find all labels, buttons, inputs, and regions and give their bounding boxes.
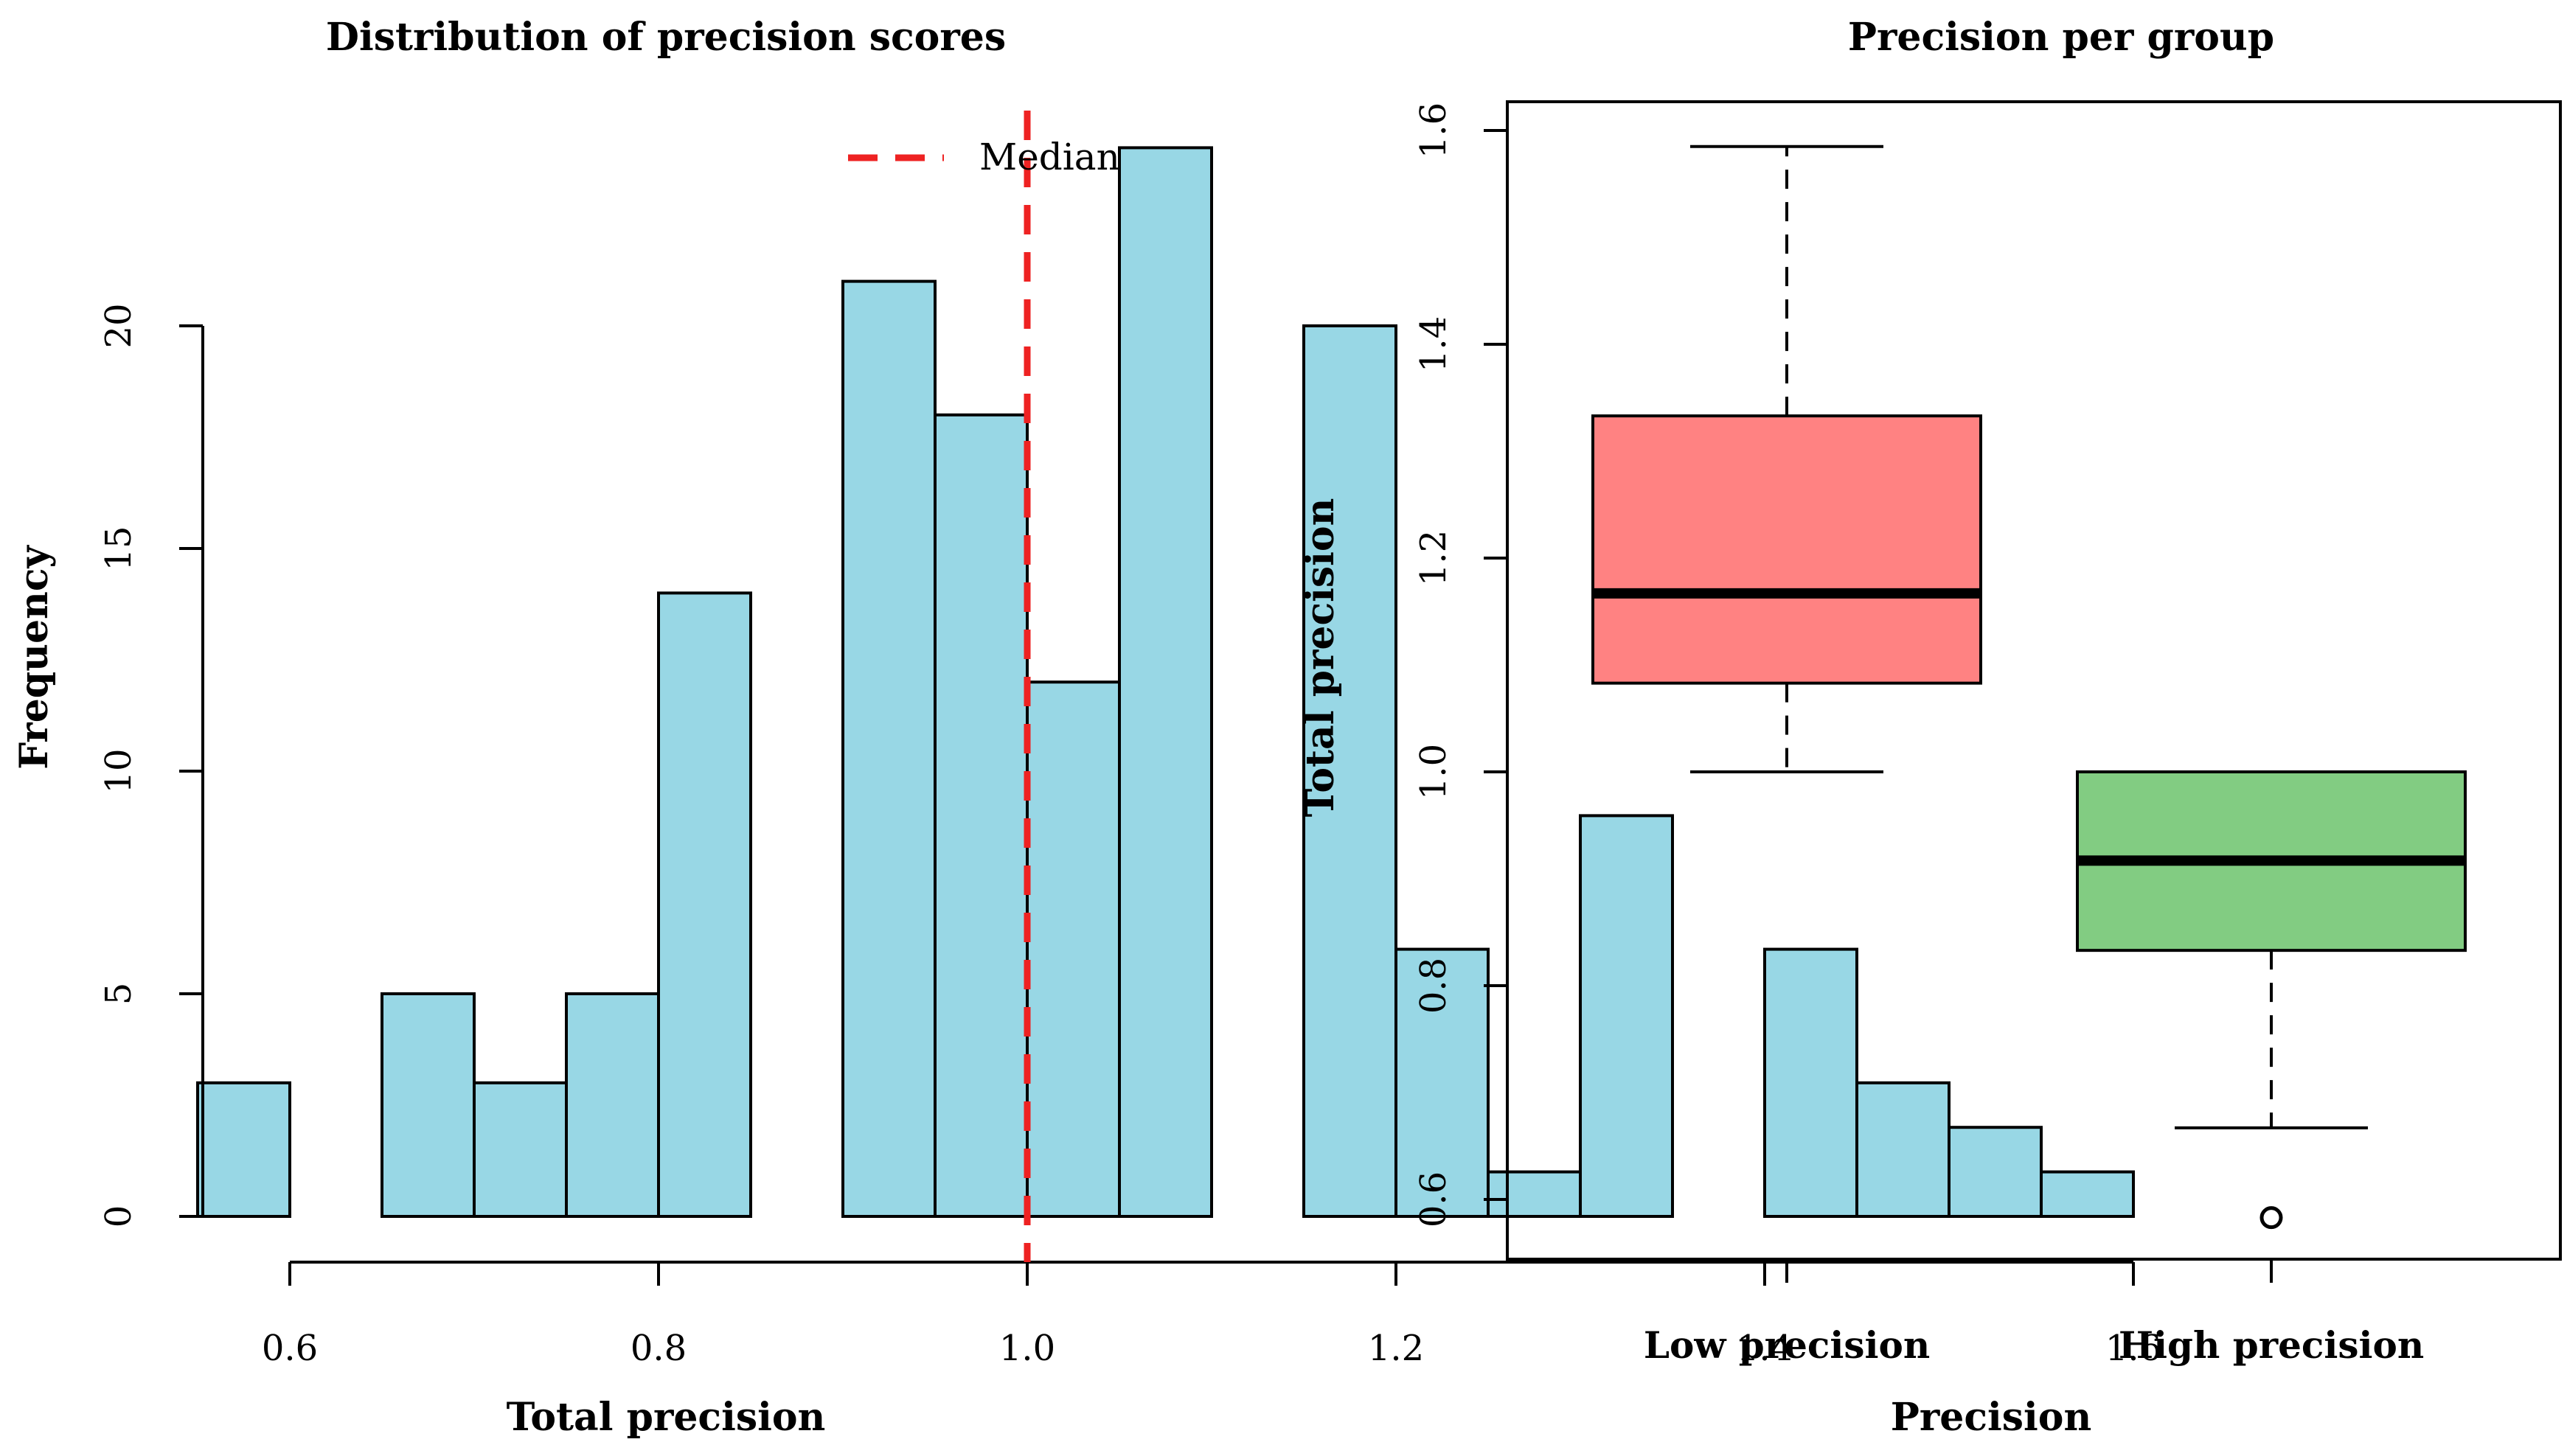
histogram-y-tick-label: 0 <box>98 1205 139 1228</box>
histogram-y-tick-label: 20 <box>98 303 139 348</box>
boxplot-y-tick-label: 1.4 <box>1413 316 1454 372</box>
histogram-title: Distribution of precision scores <box>326 15 1006 60</box>
histogram-bars <box>196 146 2135 1219</box>
histogram-panel: Distribution of precision scores 0 5 10 15 2… <box>12 15 2161 1440</box>
histogram-y-tick-label: 15 <box>98 526 139 571</box>
histogram-bar <box>1394 947 1490 1218</box>
histogram-x-axis: 0.6 0.8 1.0 1.2 1.4 1.6 <box>262 1261 2161 1369</box>
histogram-x-tick-label: 1.6 <box>2105 1328 2161 1369</box>
histogram-bar <box>1948 1126 2043 1218</box>
histogram-bar <box>1026 680 1121 1218</box>
boxplot-frame <box>1506 100 2562 1261</box>
histogram-y-label: Frequency <box>12 545 57 770</box>
histogram-bar <box>473 1081 568 1219</box>
boxplot-category-label: Low precision <box>1644 1323 1930 1367</box>
histogram-bar <box>196 1081 291 1219</box>
boxplot-box <box>1591 414 1982 685</box>
histogram-x-tick-label: 1.2 <box>1368 1328 1424 1369</box>
boxplot-y-label: Total precision <box>1298 498 1343 818</box>
histogram-bar <box>657 591 752 1218</box>
histogram-bar <box>934 413 1029 1218</box>
histogram-bar <box>841 279 937 1219</box>
histogram-y-axis: 0 5 10 15 20 <box>98 303 204 1228</box>
boxplot-y-tick-label: 1.2 <box>1413 530 1454 586</box>
histogram-bar <box>1763 947 1858 1218</box>
boxplot-y-tick-label: 0.8 <box>1413 958 1454 1014</box>
histogram-y-tick-label: 10 <box>98 748 139 793</box>
boxplot-x-axis: Low precision High precision <box>1644 1259 2424 1367</box>
histogram-bar <box>1302 324 1397 1218</box>
boxplot-y-tick-label: 1.6 <box>1413 102 1454 159</box>
boxplot-y-tick-label: 1.0 <box>1413 744 1454 800</box>
boxplot-groups <box>1591 144 2467 1230</box>
legend: Median <box>848 136 1120 178</box>
boxplot-title: Precision per group <box>1848 15 2274 60</box>
boxplot-y-axis: 0.6 0.8 1.0 1.2 1.4 1.6 <box>1413 102 1507 1227</box>
boxplot-x-label: Precision <box>1891 1395 2092 1440</box>
legend-median-label: Median <box>979 136 1120 178</box>
histogram-bar <box>1855 1081 1951 1219</box>
histogram-bar <box>565 992 660 1218</box>
boxplot-category-label: High precision <box>2119 1323 2424 1367</box>
histogram-bar <box>1118 146 1213 1218</box>
histogram-x-tick-label: 0.8 <box>631 1328 687 1369</box>
histogram-bar <box>2040 1170 2135 1218</box>
boxplot-group <box>1591 144 1982 773</box>
histogram-bar <box>1579 814 1674 1218</box>
histogram-x-tick-label: 1.0 <box>999 1328 1055 1369</box>
boxplot-y-tick-label: 0.6 <box>1413 1171 1454 1227</box>
histogram-x-tick-label: 0.6 <box>262 1328 318 1369</box>
histogram-y-tick-label: 5 <box>98 983 139 1006</box>
histogram-x-tick-label: 1.4 <box>1737 1328 1793 1369</box>
boxplot-panel: Precision per group 0.6 0.8 1.0 1.2 1.4 1.6 L… <box>1298 15 2562 1440</box>
histogram-x-label: Total precision <box>507 1395 826 1440</box>
boxplot-group <box>2076 770 2467 1230</box>
boxplot-outlier <box>2259 1206 2283 1230</box>
histogram-bar <box>381 992 476 1218</box>
histogram-bar <box>1487 1170 1582 1218</box>
